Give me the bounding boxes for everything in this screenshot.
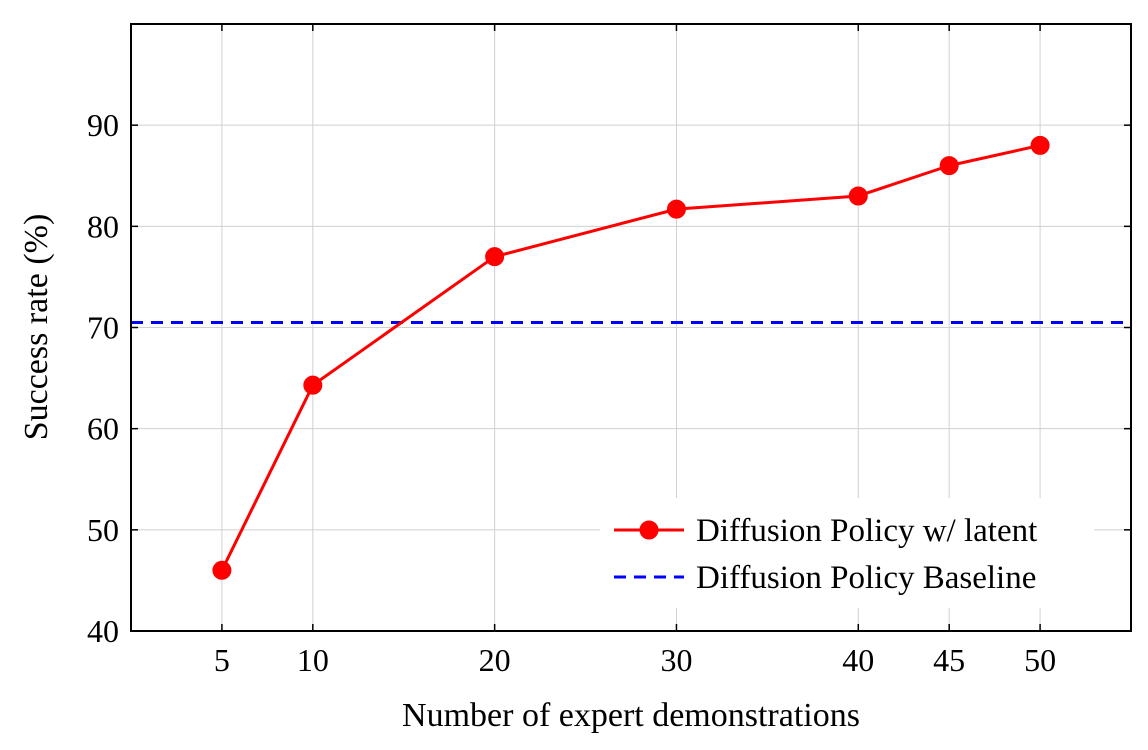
x-tick-label: 5	[214, 642, 230, 678]
data-point	[939, 156, 959, 176]
y-tick-label: 60	[87, 411, 119, 447]
data-point	[666, 199, 686, 219]
x-tick-label: 10	[297, 642, 329, 678]
data-point	[1030, 135, 1050, 155]
y-tick-label: 80	[87, 208, 119, 244]
y-tick-label: 40	[87, 613, 119, 649]
plot-series	[131, 135, 1131, 580]
data-point	[303, 375, 323, 395]
x-tick-label: 30	[660, 642, 692, 678]
x-tick-label: 40	[842, 642, 874, 678]
legend: Diffusion Policy w/ latent Diffusion Pol…	[600, 498, 1094, 608]
legend-label-series-1: Diffusion Policy w/ latent	[696, 513, 1037, 549]
y-axis-label: Success rate (%)	[18, 214, 55, 441]
x-tick-label: 45	[933, 642, 965, 678]
data-point	[212, 560, 232, 580]
legend-box	[600, 498, 1094, 608]
x-axis-label: Number of expert demonstrations	[402, 697, 860, 734]
legend-label-series-2: Diffusion Policy Baseline	[696, 560, 1036, 596]
axis-ticks: 5 10 20 30 40 45 50 40 50 60 70 80 90	[87, 24, 1131, 678]
x-tick-label: 20	[479, 642, 511, 678]
x-tick-label: 50	[1024, 642, 1056, 678]
data-point	[485, 247, 505, 267]
data-point	[848, 186, 868, 206]
y-tick-label: 90	[87, 107, 119, 143]
y-tick-label: 50	[87, 512, 119, 548]
y-tick-label: 70	[87, 310, 119, 346]
legend-marker-series-1	[639, 520, 659, 540]
